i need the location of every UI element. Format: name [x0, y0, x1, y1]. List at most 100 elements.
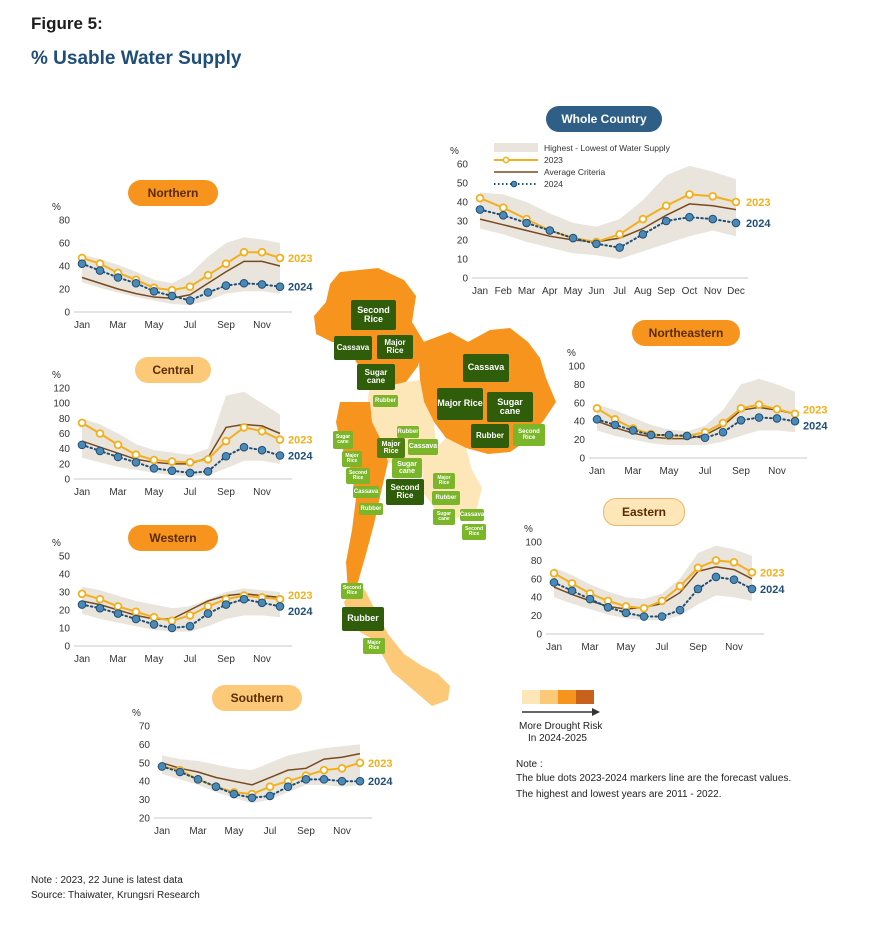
y-tick-label: 30	[139, 795, 151, 806]
point-2024	[221, 451, 231, 461]
map-crop-label-north-rubber: Rubber	[373, 395, 398, 407]
figure-title: % Usable Water Supply	[31, 48, 242, 69]
series-line-average-criteria	[81, 260, 281, 299]
x-tick-label: Nov	[253, 320, 271, 331]
chart-eastern: % 0 20 40 60 80 100 Jan Mar May Jul Sep Nov 2023 2024	[524, 524, 785, 653]
x-tick-label: Mar	[109, 320, 127, 331]
x-tick-label: Nov	[768, 466, 786, 477]
point-2024	[77, 259, 87, 268]
point-2024	[149, 287, 159, 296]
y-tick-label: 120	[53, 384, 70, 395]
y-tick-label: 20	[59, 606, 71, 617]
legend-2024-marker	[510, 180, 518, 188]
point-2024	[603, 603, 613, 612]
point-2024	[790, 416, 800, 426]
y-tick-label: 30	[457, 217, 469, 228]
x-tick-label: Sep	[689, 642, 707, 653]
y-tick-label: 10	[457, 255, 469, 266]
point-2024	[131, 278, 141, 288]
y-tick-label: 100	[53, 399, 70, 410]
point-2023	[113, 440, 123, 450]
x-tick-label: Nov	[725, 642, 743, 653]
high-low-band	[554, 545, 752, 621]
end-label-2023: 2023	[288, 435, 312, 447]
region-title-southern: Southern	[212, 685, 302, 711]
point-2023	[221, 436, 231, 446]
end-label-2024: 2024	[760, 584, 785, 596]
region-title-whole-country: Whole Country	[546, 106, 662, 132]
point-2024	[685, 212, 694, 222]
map-crop-label-ne-cassava: Cassava	[463, 354, 509, 382]
map-crop-label-c-cassava: Cassava	[408, 439, 438, 455]
x-tick-label: Jul	[184, 487, 197, 498]
point-2024	[77, 600, 87, 609]
series-line-average-criteria	[161, 752, 361, 786]
y-tick-label: 20	[531, 611, 543, 622]
point-2024	[167, 623, 177, 633]
y-tick-label: 60	[59, 429, 71, 440]
point-2023	[718, 418, 728, 428]
y-tick-label: 0	[64, 642, 70, 653]
point-2023	[185, 458, 195, 467]
point-2024	[747, 584, 757, 594]
map-crop-label-north-second-rice: Second Rice	[351, 300, 396, 330]
point-2023	[95, 259, 105, 268]
point-2023	[736, 404, 746, 413]
end-label-2024: 2024	[368, 776, 393, 788]
x-tick-label: Jan	[589, 466, 605, 477]
x-tick-label: Jan	[154, 826, 170, 837]
region-title-northeastern: Northeastern	[632, 320, 740, 346]
map-crop-label-e-sugarcane: Sugar cane	[433, 509, 455, 525]
point-2024	[708, 214, 718, 224]
x-tick-label: Jul	[613, 286, 626, 297]
point-2024	[193, 775, 203, 784]
end-label-2023: 2023	[760, 567, 784, 579]
high-low-band	[82, 237, 280, 306]
point-2023	[498, 203, 508, 212]
y-tick-label: 40	[59, 444, 71, 455]
point-2024	[257, 280, 267, 289]
x-tick-label: May	[660, 466, 679, 477]
point-2024	[175, 767, 185, 777]
legend-2023-marker	[502, 156, 510, 164]
end-label-2024: 2024	[803, 421, 828, 433]
y-tick-label: 0	[579, 454, 585, 465]
point-2023	[95, 429, 105, 438]
y-tick-label: 60	[457, 160, 469, 171]
figure-label: Figure 5:	[31, 14, 103, 33]
point-2024	[592, 239, 601, 249]
map-crop-label-c-sugarcane: Sugar cane	[392, 458, 422, 478]
point-2024	[157, 762, 167, 771]
map-crop-label-c-major-rice: Major Rice	[377, 438, 405, 458]
point-2024	[646, 430, 656, 440]
high-low-band	[597, 378, 795, 446]
y-tick-label: 40	[531, 593, 543, 604]
point-2024	[203, 609, 213, 618]
point-2024	[711, 572, 721, 582]
point-2024	[77, 440, 87, 450]
point-2024	[95, 603, 105, 613]
point-2024	[522, 218, 531, 228]
point-2024	[167, 291, 177, 301]
region-title-western: Western	[128, 525, 218, 551]
point-2023	[708, 191, 718, 201]
y-tick-label: 60	[139, 740, 151, 751]
point-2023	[355, 758, 365, 768]
point-2023	[167, 616, 177, 626]
legend-band-swatch	[494, 143, 538, 152]
point-2024	[221, 600, 231, 609]
point-2023	[549, 568, 559, 578]
point-2024	[567, 586, 577, 596]
y-tick-label: 80	[574, 380, 586, 391]
y-tick-label: 80	[59, 216, 71, 227]
point-2024	[319, 775, 329, 784]
drought-risk-label-2: In 2024-2025	[528, 733, 587, 744]
point-2023	[754, 400, 764, 409]
y-tick-label: 0	[64, 308, 70, 319]
x-tick-label: Jan	[546, 642, 562, 653]
x-tick-label: Jul	[264, 826, 277, 837]
y-tick-label: 0	[536, 630, 542, 641]
map-crop-label-w-second-rice: Second Rice	[346, 468, 370, 484]
y-tick-label: 60	[59, 239, 71, 250]
y-tick-label: 100	[525, 538, 542, 549]
